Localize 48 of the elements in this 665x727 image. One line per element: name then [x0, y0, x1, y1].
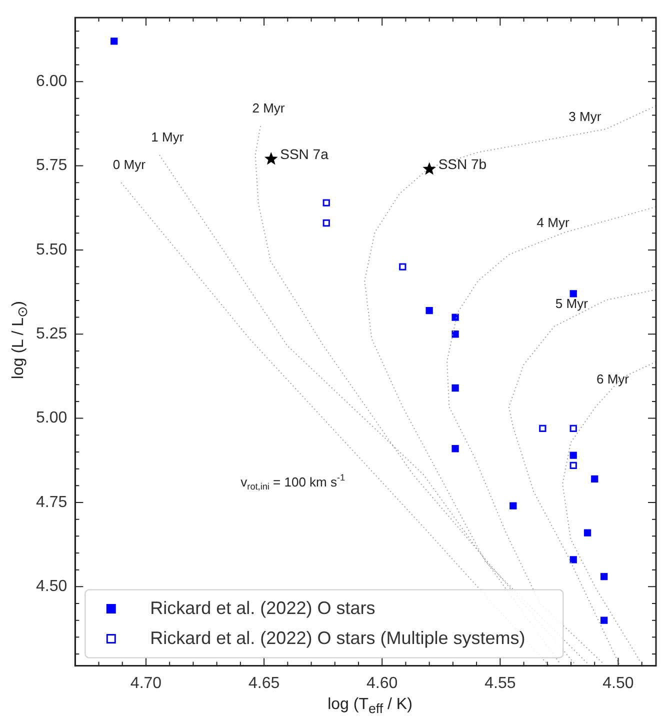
annotation: 4 Myr	[536, 214, 570, 230]
point	[600, 616, 608, 624]
point	[452, 314, 459, 321]
point	[264, 152, 278, 165]
y-tick-label: 5.00	[36, 410, 68, 427]
point	[322, 219, 330, 227]
annotation: 2 Myr	[252, 100, 286, 116]
point	[570, 556, 577, 564]
y-tick-label: 4.75	[36, 494, 68, 511]
annotation: SSN 7a	[280, 146, 329, 162]
point	[600, 572, 608, 580]
point	[452, 384, 459, 392]
line-series	[562, 361, 656, 662]
legend-label: Rickard et al. (2022) O stars	[150, 598, 376, 618]
x-tick-label: 4.65	[248, 674, 280, 692]
annotation: 5 Myr	[555, 296, 589, 312]
annotation: 1 Myr	[151, 130, 184, 145]
x-tick-label: 4.55	[484, 674, 516, 692]
point	[570, 462, 577, 470]
y-tick-label: 4.50	[36, 578, 68, 596]
y-tick-label: 6.00	[36, 72, 68, 90]
x-tick-label: 4.60	[366, 674, 398, 692]
legend-label: Rickard et al. (2022) O stars (Multiple systems)	[150, 628, 526, 648]
annotation: 3 Myr	[568, 109, 602, 124]
y-tick-label: 5.50	[36, 241, 68, 258]
annotation: 0 Myr	[112, 157, 146, 172]
point	[570, 452, 577, 459]
line-series	[446, 206, 656, 665]
x-axis-title: log (T$_{eff}$ / K)	[326, 696, 414, 716]
point	[570, 424, 577, 432]
point	[322, 199, 330, 206]
point	[110, 38, 118, 45]
point	[539, 424, 546, 432]
point	[510, 502, 517, 510]
annotation: SSN 7b	[438, 156, 487, 172]
x-tick-label: 4.70	[130, 674, 162, 692]
annotation: 6 Myr	[596, 371, 630, 386]
x-tick-label: 4.50	[602, 674, 634, 692]
point	[422, 162, 436, 175]
point	[426, 306, 433, 314]
y-tick-label: 5.75	[36, 157, 68, 174]
point	[399, 263, 406, 270]
point	[570, 290, 577, 298]
point	[591, 475, 598, 482]
point	[452, 445, 459, 452]
y-tick-label: 5.25	[36, 326, 68, 343]
point	[584, 529, 592, 536]
point	[452, 330, 459, 338]
